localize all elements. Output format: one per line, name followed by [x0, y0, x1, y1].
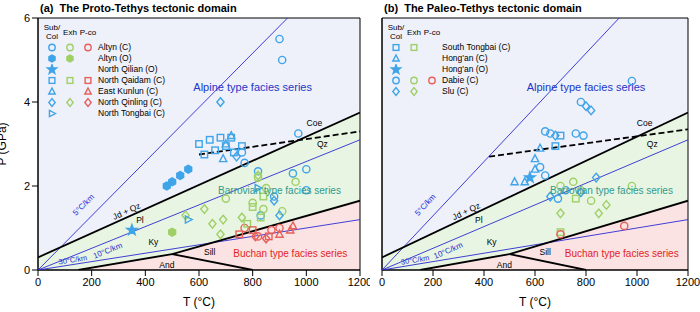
svg-text:0: 0	[35, 276, 41, 288]
svg-text:5°C/km: 5°C/km	[413, 192, 438, 218]
svg-text:Sill: Sill	[204, 247, 215, 257]
svg-text:P (GPa): P (GPa)	[8, 122, 9, 165]
svg-text:Alpine type facies series: Alpine type facies series	[527, 81, 646, 93]
svg-text:Ky: Ky	[148, 237, 159, 247]
svg-text:And: And	[497, 260, 512, 270]
html-text:The Proto-Tethys tectonic doma: The Proto-Tethys tectonic domain	[59, 2, 237, 14]
svg-text:6: 6	[24, 12, 30, 24]
html-text:Hong'an (C): Hong'an (C)	[442, 53, 488, 63]
svg-text:Buchan type facies series: Buchan type facies series	[233, 248, 347, 259]
svg-text:Exh: Exh	[63, 28, 77, 37]
svg-text:200: 200	[82, 276, 100, 288]
svg-text:Coe: Coe	[637, 118, 653, 128]
svg-text:Barrovian type facies series: Barrovian type facies series	[218, 185, 341, 196]
svg-text:Col: Col	[390, 32, 402, 41]
svg-text:400: 400	[475, 276, 493, 288]
svg-text:Col: Col	[46, 32, 58, 41]
html-text:Dabie (C): Dabie (C)	[442, 75, 479, 85]
html-text:North Qilian (O): North Qilian (O)	[98, 64, 158, 74]
svg-text:Pl: Pl	[136, 215, 144, 225]
html-text:The Paleo-Tethys tectonic doma: The Paleo-Tethys tectonic domain	[404, 2, 582, 14]
svg-text:1000: 1000	[625, 276, 649, 288]
svg-text:Exh: Exh	[407, 28, 421, 37]
svg-text:4: 4	[24, 96, 30, 108]
svg-text:T (°C): T (°C)	[183, 295, 215, 309]
svg-text:5°C/km: 5°C/km	[71, 192, 96, 217]
html-text:South Tongbai (C): South Tongbai (C)	[442, 42, 511, 52]
svg-text:And: And	[159, 260, 174, 270]
html-text:Altyn (C): Altyn (C)	[98, 42, 132, 52]
svg-text:Jd + Qz: Jd + Qz	[111, 200, 143, 222]
svg-text:400: 400	[136, 276, 154, 288]
svg-text:Buchan type facies series: Buchan type facies series	[565, 248, 679, 259]
html-text:(b): (b)	[384, 2, 398, 14]
svg-text:Qz: Qz	[317, 139, 328, 149]
svg-text:Pl: Pl	[475, 215, 483, 225]
svg-text:800: 800	[577, 276, 595, 288]
svg-text:Sill: Sill	[540, 247, 551, 257]
html-text:East Kunlun (C): East Kunlun (C)	[98, 86, 158, 96]
svg-text:10°C/km: 10°C/km	[92, 241, 124, 261]
svg-text:2: 2	[24, 180, 30, 192]
svg-text:P-co: P-co	[424, 28, 441, 37]
svg-text:0: 0	[379, 276, 385, 288]
svg-text:Barrovian type facies series: Barrovian type facies series	[550, 185, 673, 196]
html-text:(a): (a)	[40, 2, 54, 14]
html-text:Slu (C): Slu (C)	[442, 86, 469, 96]
html-text:North Tongbai (C): North Tongbai (C)	[98, 108, 165, 118]
html-text:North Qinling (C): North Qinling (C)	[98, 97, 162, 107]
svg-text:1200: 1200	[348, 276, 370, 288]
svg-text:Sub/: Sub/	[388, 23, 405, 32]
svg-text:30°C/km: 30°C/km	[58, 253, 88, 266]
svg-text:600: 600	[526, 276, 544, 288]
svg-text:1200: 1200	[676, 276, 692, 288]
svg-text:30°C/km: 30°C/km	[400, 253, 430, 267]
html-text:Altyn (O): Altyn (O)	[98, 53, 132, 63]
svg-text:0: 0	[24, 264, 30, 276]
svg-text:Alpine type facies series: Alpine type facies series	[193, 81, 312, 93]
html-text:Hong'an (O): Hong'an (O)	[442, 64, 488, 74]
svg-text:Coe: Coe	[307, 118, 323, 128]
svg-text:Qz: Qz	[647, 139, 658, 149]
svg-text:Ky: Ky	[487, 237, 498, 247]
svg-text:800: 800	[243, 276, 261, 288]
html-text:North Qaidam (C): North Qaidam (C)	[98, 75, 166, 85]
svg-text:10°C/km: 10°C/km	[432, 240, 464, 260]
svg-text:600: 600	[190, 276, 208, 288]
svg-text:200: 200	[424, 276, 442, 288]
svg-text:P-co: P-co	[80, 28, 97, 37]
svg-text:T (°C): T (°C)	[519, 295, 551, 309]
svg-text:Jd + Qz: Jd + Qz	[450, 200, 482, 222]
svg-text:1000: 1000	[294, 276, 318, 288]
svg-text:Sub/: Sub/	[44, 23, 61, 32]
